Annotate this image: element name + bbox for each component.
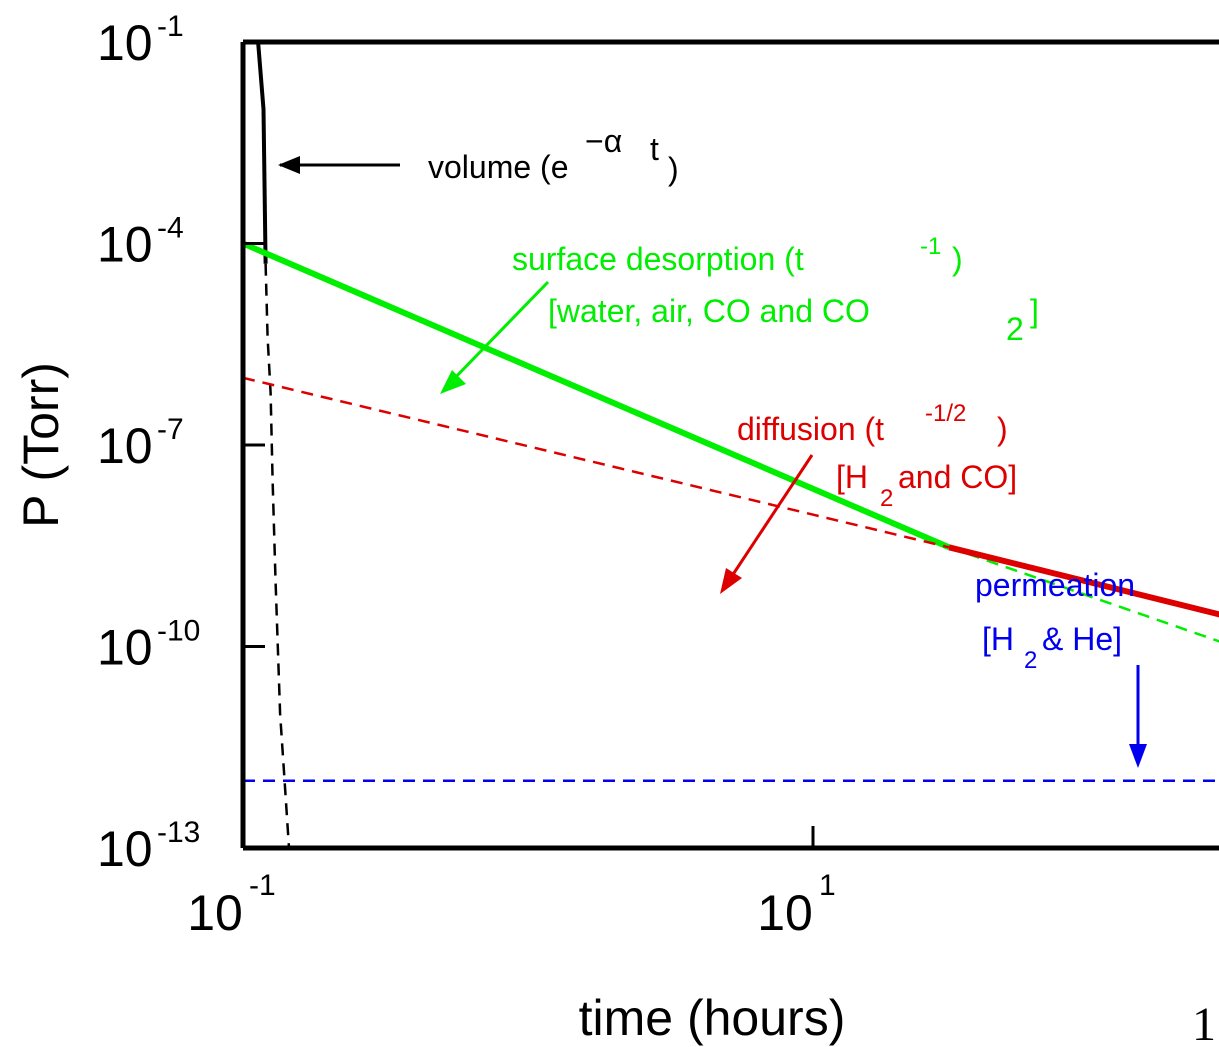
page-number: 1: [1192, 998, 1216, 1047]
surface-label-sub: 2: [1006, 311, 1024, 347]
y-tick-exp-4: -13: [157, 816, 200, 849]
surface-label-line2-close: ]: [1030, 293, 1039, 329]
annotation-volume: volume (e −α t ): [278, 123, 679, 187]
diffusion-label-rest: and CO]: [898, 459, 1017, 495]
surface-label-line2: [water, air, CO and CO: [548, 293, 870, 329]
surface-label-line1: surface desorption (t: [512, 241, 804, 277]
x-tick-label-1: 10: [757, 885, 813, 941]
y-tick-label-4: 10: [97, 821, 153, 877]
x-tick-labels: 10-1101103105: [187, 869, 836, 941]
surface-label-exp: -1: [920, 233, 941, 260]
series-line-2: [241, 240, 951, 551]
volume-label: volume (e: [428, 149, 569, 185]
permeation-label-rest: & He]: [1042, 621, 1122, 657]
x-tick-exp-1: 1: [819, 869, 836, 902]
annotation-permeation: permeation [H 2 & He]: [975, 567, 1147, 768]
y-tick-label-0: 10: [97, 15, 153, 71]
x-tick-label-0: 10: [187, 885, 243, 941]
diffusion-label-exp: -1/2: [925, 400, 966, 427]
annotation-surface-desorption: surface desorption (t -1 ) [water, air, …: [440, 233, 1039, 394]
surface-arrow-head: [440, 370, 466, 394]
tick-layer: [241, 40, 815, 850]
y-tick-label-1: 10: [97, 217, 153, 273]
series-line-4: [242, 376, 950, 549]
y-tick-label-3: 10: [97, 620, 153, 676]
y-tick-exp-1: -4: [157, 212, 184, 245]
series-layer: [241, 40, 1219, 849]
permeation-label-line1: permeation: [975, 567, 1135, 603]
y-tick-label-2: 10: [97, 418, 153, 474]
diffusion-label-line1: diffusion (t: [737, 411, 884, 447]
volume-close: ): [668, 151, 679, 187]
y-tick-exp-3: -10: [157, 615, 200, 648]
permeation-label-sub: 2: [1024, 647, 1037, 674]
permeation-label-line2: [H: [982, 621, 1014, 657]
series-line-1: [264, 263, 291, 849]
surface-label-close: ): [952, 241, 963, 277]
y-axis-title: P (Torr): [13, 362, 69, 528]
volume-exp-t: t: [650, 131, 659, 167]
surface-arrow: [446, 280, 550, 387]
diffusion-label-close: ): [997, 411, 1008, 447]
x-axis-title: time (hours): [579, 990, 846, 1046]
y-tick-exp-0: -1: [157, 10, 184, 43]
diffusion-arrow-head: [720, 568, 742, 594]
permeation-arrow-head: [1129, 744, 1147, 768]
diffusion-label-sub: 2: [880, 485, 893, 512]
diffusion-label-line2: [H: [836, 459, 868, 495]
volume-exp: −α: [585, 123, 622, 159]
series-line-5: [948, 544, 1219, 618]
x-tick-exp-0: -1: [249, 869, 276, 902]
diffusion-arrow: [726, 454, 814, 583]
series-line-3: [948, 546, 1219, 643]
y-tick-exp-2: -7: [157, 413, 184, 446]
annotation-diffusion: diffusion (t -1/2 ) [H 2 and CO]: [720, 400, 1017, 594]
series-line-0: [249, 40, 268, 264]
volume-arrow-head: [278, 156, 300, 174]
